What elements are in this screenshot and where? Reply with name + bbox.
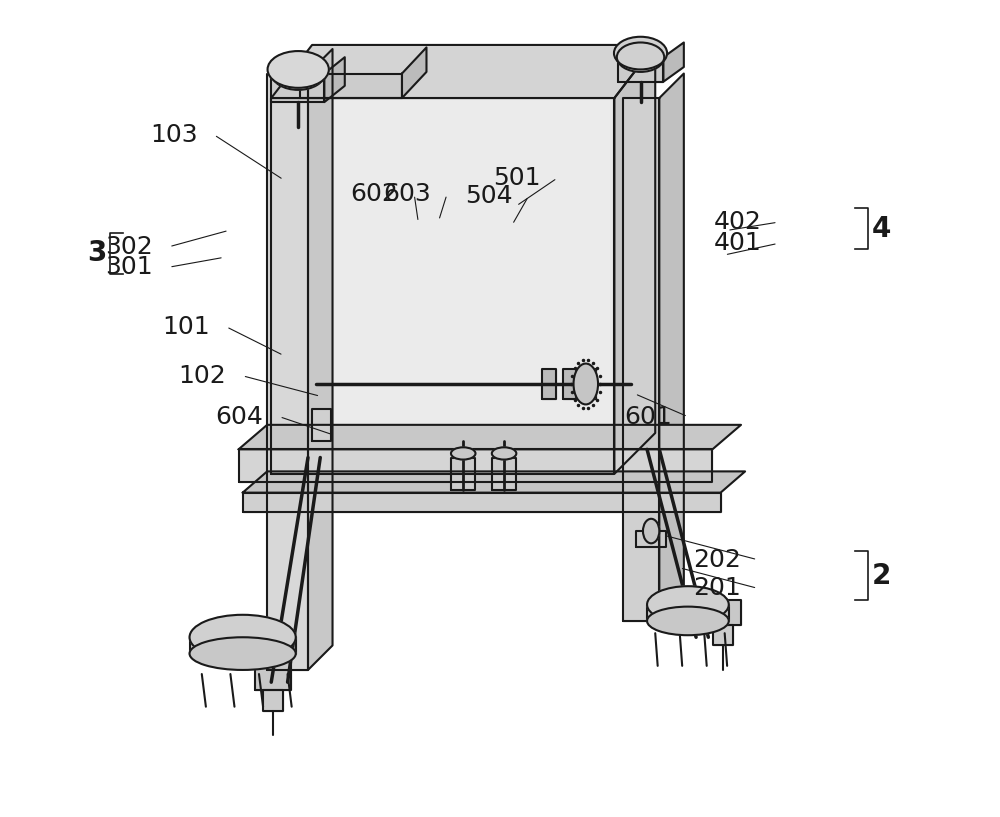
Polygon shape xyxy=(647,605,729,621)
Polygon shape xyxy=(451,458,475,490)
Text: 3: 3 xyxy=(87,239,106,267)
Polygon shape xyxy=(271,45,655,98)
Ellipse shape xyxy=(451,448,475,459)
Polygon shape xyxy=(243,493,721,512)
Polygon shape xyxy=(263,690,283,711)
Ellipse shape xyxy=(492,448,516,459)
Text: 103: 103 xyxy=(150,123,198,147)
Polygon shape xyxy=(402,47,426,98)
Polygon shape xyxy=(563,369,576,399)
Text: 201: 201 xyxy=(693,576,741,600)
Text: 102: 102 xyxy=(179,364,226,388)
Polygon shape xyxy=(239,449,712,482)
Text: 601: 601 xyxy=(624,404,672,429)
Polygon shape xyxy=(300,74,402,98)
Text: 302: 302 xyxy=(105,234,153,259)
Polygon shape xyxy=(542,369,556,399)
Polygon shape xyxy=(190,637,296,654)
Polygon shape xyxy=(312,408,331,441)
Ellipse shape xyxy=(617,42,664,72)
Polygon shape xyxy=(492,458,516,490)
Text: 402: 402 xyxy=(714,210,761,234)
Ellipse shape xyxy=(643,519,659,543)
Ellipse shape xyxy=(614,37,667,69)
Polygon shape xyxy=(618,57,663,82)
Text: 401: 401 xyxy=(714,231,761,256)
Ellipse shape xyxy=(574,364,598,404)
Text: 504: 504 xyxy=(465,184,512,208)
Polygon shape xyxy=(267,74,308,670)
Ellipse shape xyxy=(268,51,329,88)
Polygon shape xyxy=(614,45,655,474)
Polygon shape xyxy=(583,369,596,399)
Polygon shape xyxy=(659,74,684,621)
Ellipse shape xyxy=(647,606,729,636)
Ellipse shape xyxy=(647,587,729,623)
Ellipse shape xyxy=(272,57,325,90)
Polygon shape xyxy=(243,471,745,493)
Text: 202: 202 xyxy=(693,547,741,572)
Text: 101: 101 xyxy=(162,315,210,339)
Polygon shape xyxy=(255,662,291,690)
Polygon shape xyxy=(271,74,324,102)
Polygon shape xyxy=(636,531,666,547)
Text: 501: 501 xyxy=(493,166,541,190)
Text: 301: 301 xyxy=(105,255,153,279)
Polygon shape xyxy=(713,625,733,645)
Text: 2: 2 xyxy=(872,562,891,590)
Polygon shape xyxy=(324,57,345,102)
Ellipse shape xyxy=(190,637,296,670)
Text: 4: 4 xyxy=(872,215,891,243)
Polygon shape xyxy=(623,98,659,621)
Ellipse shape xyxy=(190,614,296,660)
Polygon shape xyxy=(308,49,333,670)
Polygon shape xyxy=(705,600,741,625)
Text: 602: 602 xyxy=(350,182,398,207)
Polygon shape xyxy=(663,42,684,82)
Polygon shape xyxy=(271,98,614,474)
Text: 604: 604 xyxy=(215,404,263,429)
Text: 603: 603 xyxy=(383,182,431,207)
Polygon shape xyxy=(239,425,741,449)
